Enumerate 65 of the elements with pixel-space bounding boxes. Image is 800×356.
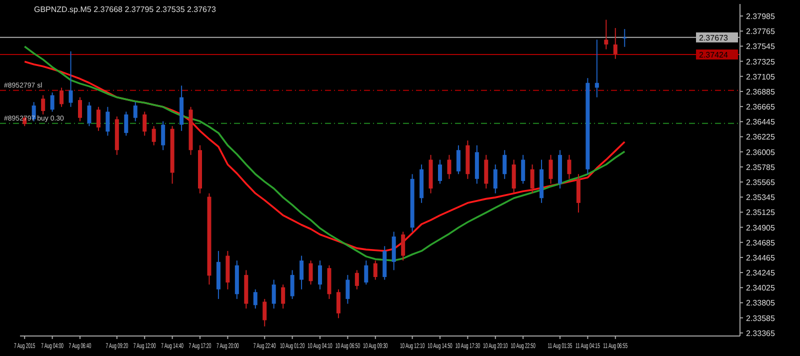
candlestick [613, 28, 618, 60]
candlestick [290, 270, 294, 300]
candlestick [447, 154, 452, 180]
chart-title: GBPNZD.sp.M5 2.37668 2.37795 2.37535 2.37673 [34, 5, 216, 14]
candlestick [272, 279, 276, 310]
y-tick-label: 2.35345 [746, 193, 776, 202]
y-tick-label: 2.34245 [746, 268, 776, 278]
y-tick-label: 2.34685 [746, 238, 776, 248]
y-tick-label: 2.36225 [746, 132, 776, 142]
y-tick-label: 2.36005 [746, 148, 776, 157]
y-tick-label: 2.37545 [746, 42, 776, 52]
y-tick-label: 2.36665 [746, 102, 776, 112]
y-tick-label: 2.33585 [746, 314, 776, 323]
candlestick [346, 274, 350, 304]
candlestick [622, 28, 627, 48]
candlestick [594, 39, 599, 98]
y-tick-label: 2.36445 [746, 118, 776, 127]
candlestick [152, 126, 156, 146]
ref-line-label: 2.37424 [699, 50, 728, 60]
y-tick-label: 2.34025 [746, 284, 776, 293]
y-tick-label: 2.34905 [746, 223, 776, 232]
candlestick [60, 87, 64, 108]
y-tick-label: 2.37325 [746, 57, 776, 66]
candlestick [106, 106, 110, 136]
candlestick [530, 164, 534, 194]
candlestick [133, 102, 138, 122]
candlestick [50, 92, 54, 112]
candlestick [604, 19, 608, 50]
candlestick [161, 120, 166, 151]
candlestick [318, 260, 322, 290]
candlestick [124, 111, 128, 136]
candlestick [401, 231, 406, 262]
y-tick-label: 2.36885 [746, 87, 776, 96]
candlestick [262, 298, 267, 327]
ref-line-label: 2.37673 [699, 33, 728, 42]
y-tick-label: 2.34465 [746, 253, 776, 262]
candlestick [493, 164, 498, 194]
y-tick-label: 2.33365 [746, 328, 776, 338]
candlestick [253, 288, 258, 310]
y-tick-label: 2.37765 [746, 27, 776, 36]
y-tick-label: 2.35565 [746, 178, 776, 188]
candlestick [300, 255, 304, 290]
candlestick [78, 96, 82, 122]
y-tick-label: 2.35125 [746, 208, 776, 218]
candlestick [548, 154, 553, 184]
candlestick [364, 260, 368, 286]
candlestick [502, 150, 507, 180]
candlestick [281, 284, 286, 310]
y-tick-label: 2.33805 [746, 298, 776, 308]
candlestick [308, 260, 313, 286]
candlestick [68, 50, 73, 108]
candlestick [142, 111, 147, 136]
candlestick [87, 102, 92, 127]
y-tick-label: 2.35785 [746, 162, 776, 172]
candlestick [521, 154, 526, 184]
y-tick-label: 2.37985 [746, 12, 776, 22]
candlestick [41, 94, 46, 115]
candlestick [438, 159, 442, 184]
candlestick [567, 154, 572, 180]
candlestick [336, 288, 340, 319]
candlestick [456, 144, 460, 175]
candlestick [354, 270, 359, 290]
y-tick-label: 2.37105 [746, 72, 776, 82]
candlestick [373, 260, 378, 280]
candlestick [96, 106, 100, 132]
